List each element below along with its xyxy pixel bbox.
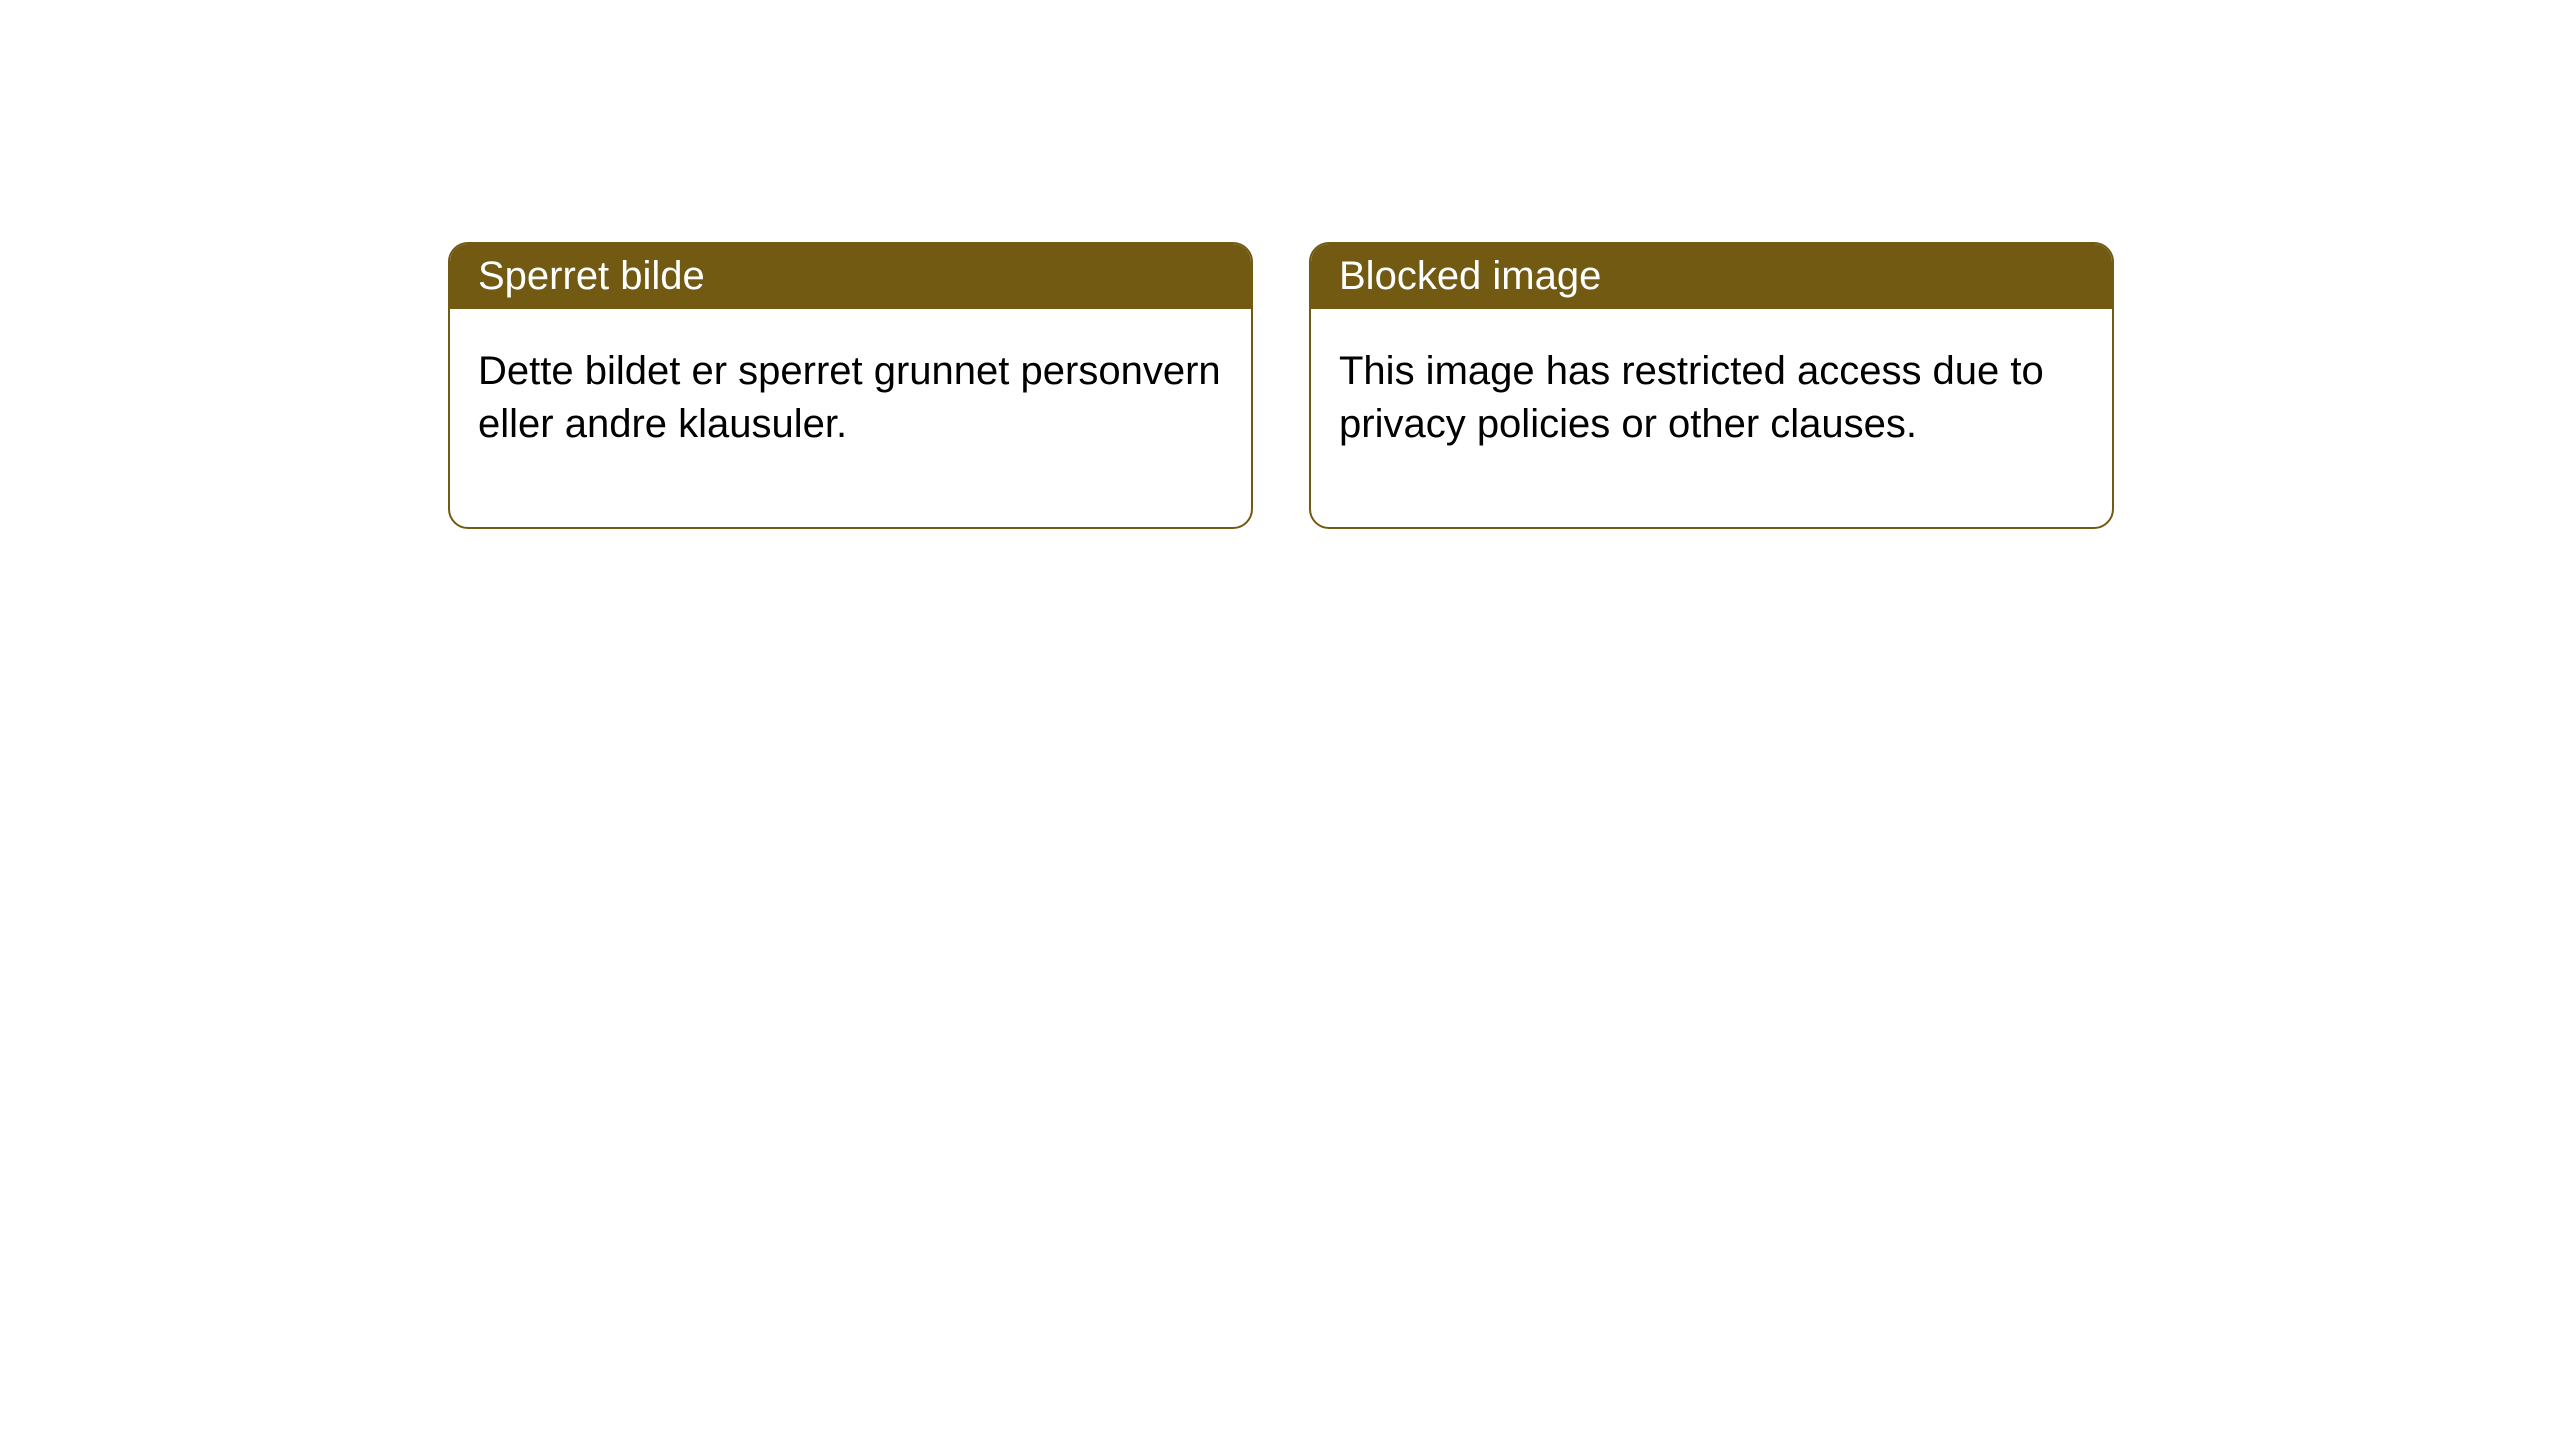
notice-body: Dette bildet er sperret grunnet personve… — [450, 309, 1251, 527]
notice-body: This image has restricted access due to … — [1311, 309, 2112, 527]
notice-card-english: Blocked image This image has restricted … — [1309, 242, 2114, 529]
notice-card-norwegian: Sperret bilde Dette bildet er sperret gr… — [448, 242, 1253, 529]
notice-header: Sperret bilde — [450, 244, 1251, 309]
notice-container: Sperret bilde Dette bildet er sperret gr… — [0, 0, 2560, 529]
notice-header: Blocked image — [1311, 244, 2112, 309]
